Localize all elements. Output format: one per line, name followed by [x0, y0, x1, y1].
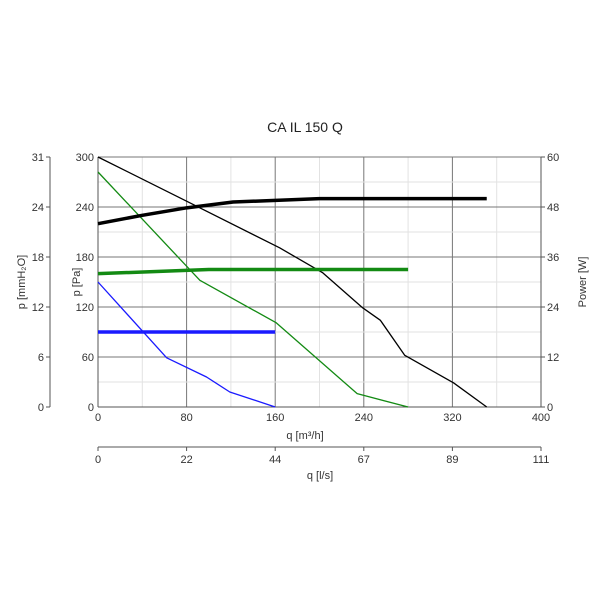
- series-power-medium: [97, 267, 409, 276]
- y-left-tick-label: 12: [32, 302, 44, 314]
- x2-tick-label: 44: [269, 454, 281, 466]
- x-tick-label: 320: [443, 412, 461, 424]
- y-tick-label: 60: [82, 352, 94, 364]
- x-tick-label: 160: [266, 412, 284, 424]
- y-left-tick-label: 24: [32, 202, 44, 214]
- y-tick-label: 120: [76, 302, 94, 314]
- y-right-tick-label: 48: [547, 202, 559, 214]
- y-tick-label: 180: [76, 252, 94, 264]
- y-tick-label: 0: [88, 402, 94, 414]
- x2-axis-label: q [l/s]: [307, 470, 333, 482]
- x2-tick-label: 22: [180, 454, 192, 466]
- y-left-tick-label: 6: [38, 352, 44, 364]
- chart-title: CA IL 150 Q: [267, 119, 343, 135]
- y-tick-label: 300: [76, 152, 94, 164]
- y-right-tick-label: 12: [547, 352, 559, 364]
- y-right-axis-label: Power [W]: [577, 257, 589, 308]
- y-left-tick-label: 18: [32, 252, 44, 264]
- y-left-axis-label: p [mmH₂O]: [16, 255, 28, 309]
- x-tick-label: 400: [532, 412, 550, 424]
- x2-tick-label: 0: [95, 454, 101, 466]
- x-tick-label: 80: [180, 412, 192, 424]
- y-axis-label: p [Pa]: [71, 268, 83, 297]
- series-pressure-high: [97, 156, 488, 408]
- y-left-tick-label: 31: [32, 152, 44, 164]
- x-tick-label: 0: [95, 412, 101, 424]
- y-right-tick-label: 0: [547, 402, 553, 414]
- y-tick-label: 240: [76, 202, 94, 214]
- x-axis-label: q [m³/h]: [286, 430, 323, 442]
- x-tick-label: 240: [355, 412, 373, 424]
- x2-tick-label: 111: [533, 454, 550, 466]
- y-right-tick-label: 60: [547, 152, 559, 164]
- y-left-tick-label: 0: [38, 402, 44, 414]
- y-right-tick-label: 24: [547, 302, 559, 314]
- y-right-tick-label: 36: [547, 252, 559, 264]
- x2-tick-label: 89: [446, 454, 458, 466]
- series-pressure-medium: [97, 171, 409, 408]
- series-power-high: [97, 196, 487, 226]
- x2-tick-label: 67: [358, 454, 370, 466]
